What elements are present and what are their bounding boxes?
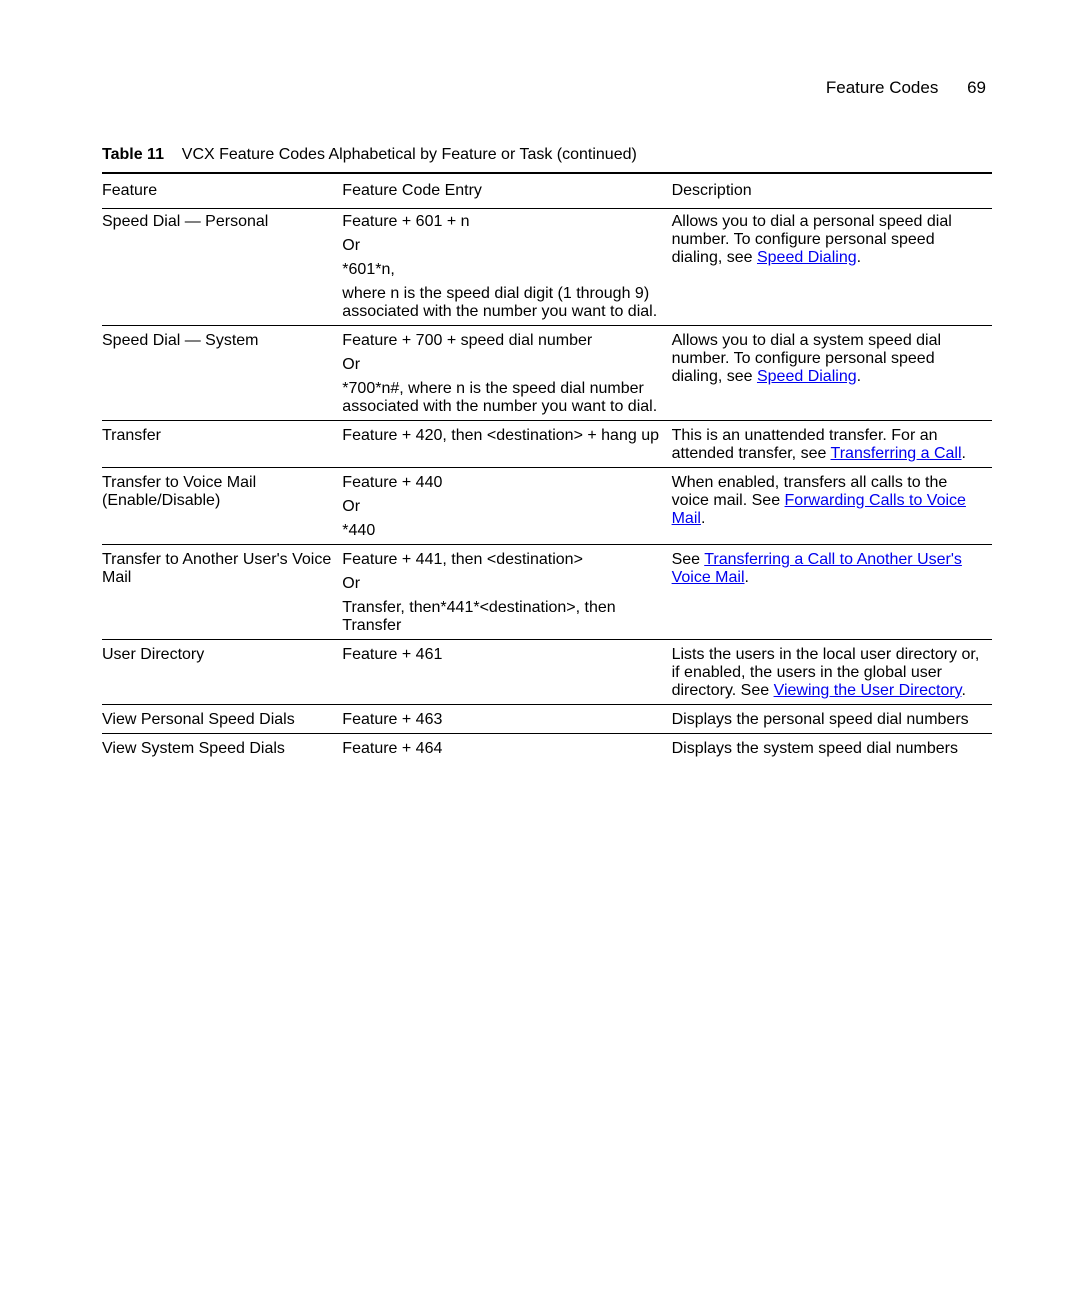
page-header: Feature Codes 69 — [102, 78, 992, 98]
cell-feature: View System Speed Dials — [102, 734, 342, 763]
caption-prefix: Table 11 — [102, 146, 164, 163]
table-row: Speed Dial — SystemFeature + 700 + speed… — [102, 326, 992, 421]
desc-text-post: . — [961, 682, 965, 699]
cell-feature: User Directory — [102, 640, 342, 705]
cell-feature: Speed Dial — System — [102, 326, 342, 421]
entry-line: Transfer, then*441*<destination>, then T… — [342, 599, 661, 635]
cell-entry: Feature + 464 — [342, 734, 671, 763]
entry-line: where n is the speed dial digit (1 throu… — [342, 285, 661, 321]
cell-description: When enabled, transfers all calls to the… — [672, 468, 992, 545]
desc-text-post: . — [701, 510, 705, 527]
cell-entry: Feature + 440 Or *440 — [342, 468, 671, 545]
cell-entry: Feature + 441, then <destination> Or Trans… — [342, 545, 671, 640]
table-row: View System Speed DialsFeature + 464 Disp… — [102, 734, 992, 763]
cell-entry: Feature + 420, then <destination> + hang… — [342, 421, 671, 468]
desc-text-post: . — [745, 569, 749, 586]
desc-text-post: . — [962, 445, 966, 462]
cell-description: See Transferring a Call to Another User'… — [672, 545, 992, 640]
desc-link[interactable]: Speed Dialing — [757, 368, 857, 385]
table-row: TransferFeature + 420, then <destination… — [102, 421, 992, 468]
desc-link[interactable]: Transferring a Call to Another User's Vo… — [672, 551, 962, 586]
entry-line: Feature + 420, then <destination> + hang… — [342, 427, 661, 445]
table-row: Transfer to Another User's Voice MailFea… — [102, 545, 992, 640]
table-caption: Table 11 VCX Feature Codes Alphabetical … — [102, 146, 992, 164]
entry-line: Or — [342, 575, 661, 593]
cell-description: Displays the system speed dial numbers — [672, 734, 992, 763]
caption-text: VCX Feature Codes Alphabetical by Featur… — [182, 146, 637, 163]
col-header-description: Description — [672, 173, 992, 209]
table-row: User DirectoryFeature + 461 Lists the use… — [102, 640, 992, 705]
cell-feature: Transfer to Another User's Voice Mail — [102, 545, 342, 640]
desc-text-post: . — [857, 249, 861, 266]
entry-line: Feature + 464 — [342, 740, 661, 758]
entry-line: *601*n, — [342, 261, 661, 279]
entry-line: Feature + 440 — [342, 474, 661, 492]
desc-link[interactable]: Viewing the User Directory — [774, 682, 962, 699]
desc-text: Displays the personal speed dial numbers — [672, 711, 969, 728]
cell-description: Lists the users in the local user direct… — [672, 640, 992, 705]
cell-feature: View Personal Speed Dials — [102, 705, 342, 734]
cell-entry: Feature + 463 — [342, 705, 671, 734]
entry-line: Feature + 700 + speed dial number — [342, 332, 661, 350]
header-section: Feature Codes — [826, 78, 938, 97]
col-header-entry: Feature Code Entry — [342, 173, 671, 209]
entry-line: Feature + 463 — [342, 711, 661, 729]
cell-description: Allows you to dial a personal speed dial… — [672, 209, 992, 326]
table-row: Speed Dial — PersonalFeature + 601 + n Or… — [102, 209, 992, 326]
desc-text-post: . — [857, 368, 861, 385]
cell-description: Displays the personal speed dial numbers — [672, 705, 992, 734]
entry-line: *440 — [342, 522, 661, 540]
table-row: Transfer to Voice Mail (Enable/Disable)F… — [102, 468, 992, 545]
col-header-feature: Feature — [102, 173, 342, 209]
cell-entry: Feature + 601 + n Or *601*n, where n is the… — [342, 209, 671, 326]
cell-entry: Feature + 700 + speed dial number Or *700*… — [342, 326, 671, 421]
entry-line: Feature + 461 — [342, 646, 661, 664]
feature-codes-table: Feature Feature Code Entry Description S… — [102, 172, 992, 762]
cell-feature: Speed Dial — Personal — [102, 209, 342, 326]
desc-link[interactable]: Speed Dialing — [757, 249, 857, 266]
entry-line: Or — [342, 498, 661, 516]
cell-feature: Transfer to Voice Mail (Enable/Disable) — [102, 468, 342, 545]
desc-text: Displays the system speed dial numbers — [672, 740, 958, 757]
entry-line: Feature + 601 + n — [342, 213, 661, 231]
cell-description: Allows you to dial a system speed dial n… — [672, 326, 992, 421]
header-page-number: 69 — [967, 78, 986, 97]
entry-line: Or — [342, 356, 661, 374]
cell-entry: Feature + 461 — [342, 640, 671, 705]
desc-link[interactable]: Transferring a Call — [831, 445, 962, 462]
entry-line: Or — [342, 237, 661, 255]
entry-line: *700*n#, where n is the speed dial numbe… — [342, 380, 661, 416]
desc-text: See — [672, 551, 705, 568]
cell-feature: Transfer — [102, 421, 342, 468]
table-row: View Personal Speed DialsFeature + 463 Di… — [102, 705, 992, 734]
cell-description: This is an unattended transfer. For an a… — [672, 421, 992, 468]
entry-line: Feature + 441, then <destination> — [342, 551, 661, 569]
